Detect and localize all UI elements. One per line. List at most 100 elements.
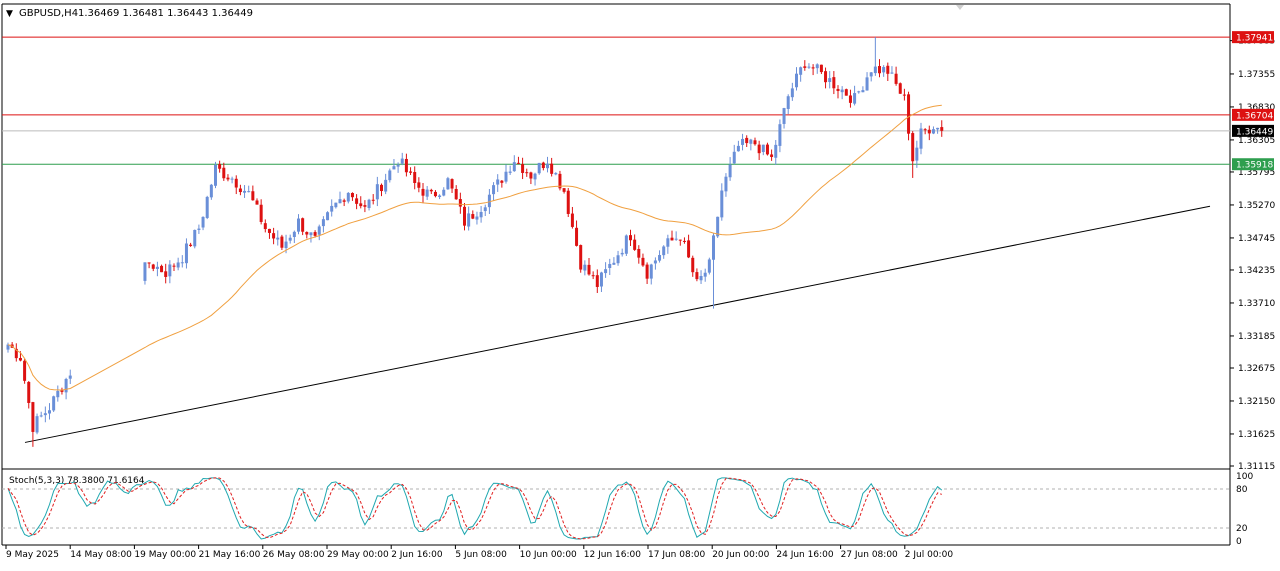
- candle-body: [433, 191, 437, 197]
- candle-body: [645, 264, 649, 279]
- candle-body: [31, 402, 35, 432]
- candle-body: [915, 147, 919, 161]
- candle-body: [712, 235, 715, 260]
- candle-body: [616, 255, 620, 264]
- ohlc-values: 1.36469 1.36481 1.36443 1.36449: [78, 8, 253, 19]
- candle-body: [39, 415, 43, 417]
- candle-body: [753, 140, 757, 145]
- candle-body: [741, 138, 745, 145]
- candle-body: [247, 191, 251, 193]
- candle-body: [155, 266, 159, 269]
- time-tick-label: 21 May 16:00: [199, 550, 261, 560]
- stochastic-levels: [2, 488, 1230, 529]
- candle-body: [280, 236, 284, 248]
- candle-body: [516, 162, 520, 164]
- price-tick-label: 1.35270: [1238, 201, 1275, 211]
- candle-body: [546, 163, 549, 169]
- candle-body: [799, 67, 803, 75]
- candle-body: [355, 198, 359, 204]
- candle-body: [857, 91, 861, 93]
- candle-body: [541, 162, 545, 169]
- candle-body: [890, 72, 894, 74]
- time-tick-label: 24 Jun 16:00: [776, 550, 833, 560]
- candle-body: [649, 264, 653, 279]
- horizontal-levels[interactable]: [2, 36, 1230, 165]
- candle-body: [359, 203, 363, 207]
- candle-body: [243, 190, 247, 193]
- candle-body: [678, 239, 682, 241]
- candle-body: [267, 228, 271, 233]
- candle-body: [276, 237, 280, 240]
- candle-body: [774, 144, 778, 158]
- candle-body: [641, 257, 645, 266]
- candle-body: [168, 264, 172, 277]
- candle-body: [853, 93, 857, 104]
- candle-body: [392, 166, 396, 170]
- candle-body: [695, 272, 699, 280]
- candle-body: [251, 191, 255, 201]
- candle-body: [218, 164, 222, 169]
- price-tick-label: 1.36305: [1238, 136, 1275, 146]
- candle-body: [691, 257, 695, 273]
- price-tick-label: 1.33710: [1238, 299, 1275, 309]
- candle-body: [687, 240, 691, 258]
- ascending-trendline[interactable]: [24, 205, 1211, 443]
- candle-body: [828, 78, 832, 83]
- candle-body: [334, 202, 338, 208]
- price-axis[interactable]: 1.378851.373551.368301.363051.357951.352…: [1230, 37, 1275, 472]
- candle-body: [824, 71, 828, 83]
- candle-body: [417, 182, 421, 188]
- time-tick-label: 29 May 00:00: [327, 550, 389, 560]
- candle-body: [599, 272, 603, 287]
- candle-body: [56, 390, 60, 398]
- candle-body: [554, 173, 558, 175]
- time-tick-label: 20 Jun 00:00: [712, 550, 769, 560]
- candle-body: [537, 162, 541, 174]
- candle-body: [375, 184, 379, 200]
- candle-body: [512, 162, 516, 172]
- candle-body: [259, 204, 263, 222]
- stoch-tick-label: 100: [1236, 472, 1253, 482]
- candle-body: [583, 264, 587, 271]
- candle-body: [18, 357, 22, 361]
- candle-body: [238, 188, 242, 193]
- price-tick-label: 1.32675: [1238, 364, 1275, 374]
- price-tick-label: 1.34235: [1238, 266, 1275, 276]
- candle-body: [446, 178, 450, 190]
- price-level-tags: 1.37941 1.36704 1.36449 1.35918: [1232, 31, 1274, 171]
- candle-body: [919, 128, 923, 149]
- candle-body: [699, 275, 703, 281]
- candle-body: [803, 66, 807, 68]
- candle-body: [500, 180, 504, 183]
- candle-body: [533, 173, 537, 180]
- candle-body: [301, 218, 305, 232]
- level-tag-resistance: [1232, 31, 1274, 44]
- candle-body: [438, 195, 442, 197]
- candle-body: [380, 184, 383, 192]
- candle-body: [317, 226, 321, 235]
- candle-body: [309, 232, 313, 236]
- price-tick-label: 1.36830: [1238, 103, 1275, 113]
- candle-body: [608, 263, 612, 268]
- candle-body: [674, 238, 678, 240]
- time-tick-label: 17 Jun 08:00: [648, 550, 705, 560]
- candle-body: [371, 199, 375, 201]
- candle-body: [878, 66, 881, 74]
- time-axis[interactable]: 9 May 2025 14 May 08:00 19 May 00:00 21 May…: [5, 545, 953, 560]
- candle-body: [770, 154, 774, 157]
- candle-body: [43, 413, 47, 416]
- candle-body: [321, 219, 325, 227]
- chart-shift-marker-icon[interactable]: [956, 5, 964, 10]
- candle-body: [724, 176, 728, 192]
- collapse-chevron-icon[interactable]: ▼: [6, 9, 13, 19]
- candle-body: [579, 245, 583, 270]
- candle-body: [653, 260, 657, 264]
- candle-body: [761, 144, 765, 152]
- candle-body: [782, 108, 786, 124]
- candle-body: [840, 89, 844, 93]
- candle-body: [160, 265, 164, 273]
- candle-body: [658, 255, 662, 261]
- candle-body: [27, 381, 31, 403]
